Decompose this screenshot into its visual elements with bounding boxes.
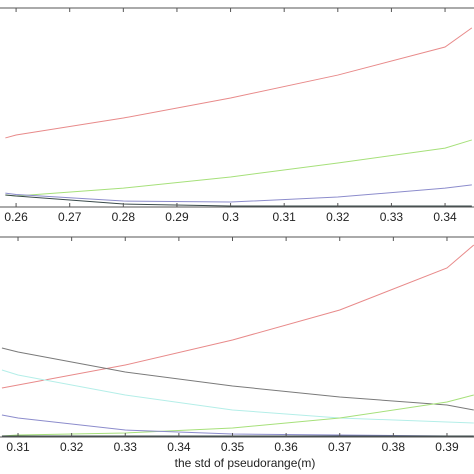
x-tick-label: 0.34 <box>433 210 457 224</box>
series-line <box>5 139 473 197</box>
x-tick-label: 0.35 <box>221 440 245 454</box>
x-tick-label: 0.38 <box>382 440 406 454</box>
x-tick-label: 0.31 <box>6 440 30 454</box>
x-tick-label: 0.33 <box>380 210 404 224</box>
x-tick-label: 0.33 <box>114 440 138 454</box>
x-tick-label: 0.39 <box>435 440 459 454</box>
series-line <box>1 347 474 411</box>
x-tick-label: 0.36 <box>274 440 298 454</box>
x-tick-label: 0.26 <box>4 210 28 224</box>
x-tick-label: 0.27 <box>58 210 82 224</box>
series-line <box>5 184 472 203</box>
x-tick-label: 0.37 <box>328 440 352 454</box>
x-tick-label: 0.34 <box>167 440 191 454</box>
x-tick-label: 0.32 <box>326 210 350 224</box>
x-tick-label: 0.31 <box>273 210 297 224</box>
x-tick-label: 0.3 <box>222 210 239 224</box>
x-axis-label: the std of pseudorange(m) <box>175 456 316 470</box>
series-line <box>5 27 473 139</box>
series-line <box>5 194 472 207</box>
series-line <box>1 414 474 437</box>
plot-area <box>1 244 474 437</box>
series-line <box>1 394 474 437</box>
series-line <box>1 369 474 424</box>
x-tick-label: 0.29 <box>165 210 189 224</box>
series-line <box>1 244 474 389</box>
x-tick-label: 0.28 <box>112 210 136 224</box>
plot-area <box>5 27 473 207</box>
x-tick-label: 0.32 <box>60 440 84 454</box>
